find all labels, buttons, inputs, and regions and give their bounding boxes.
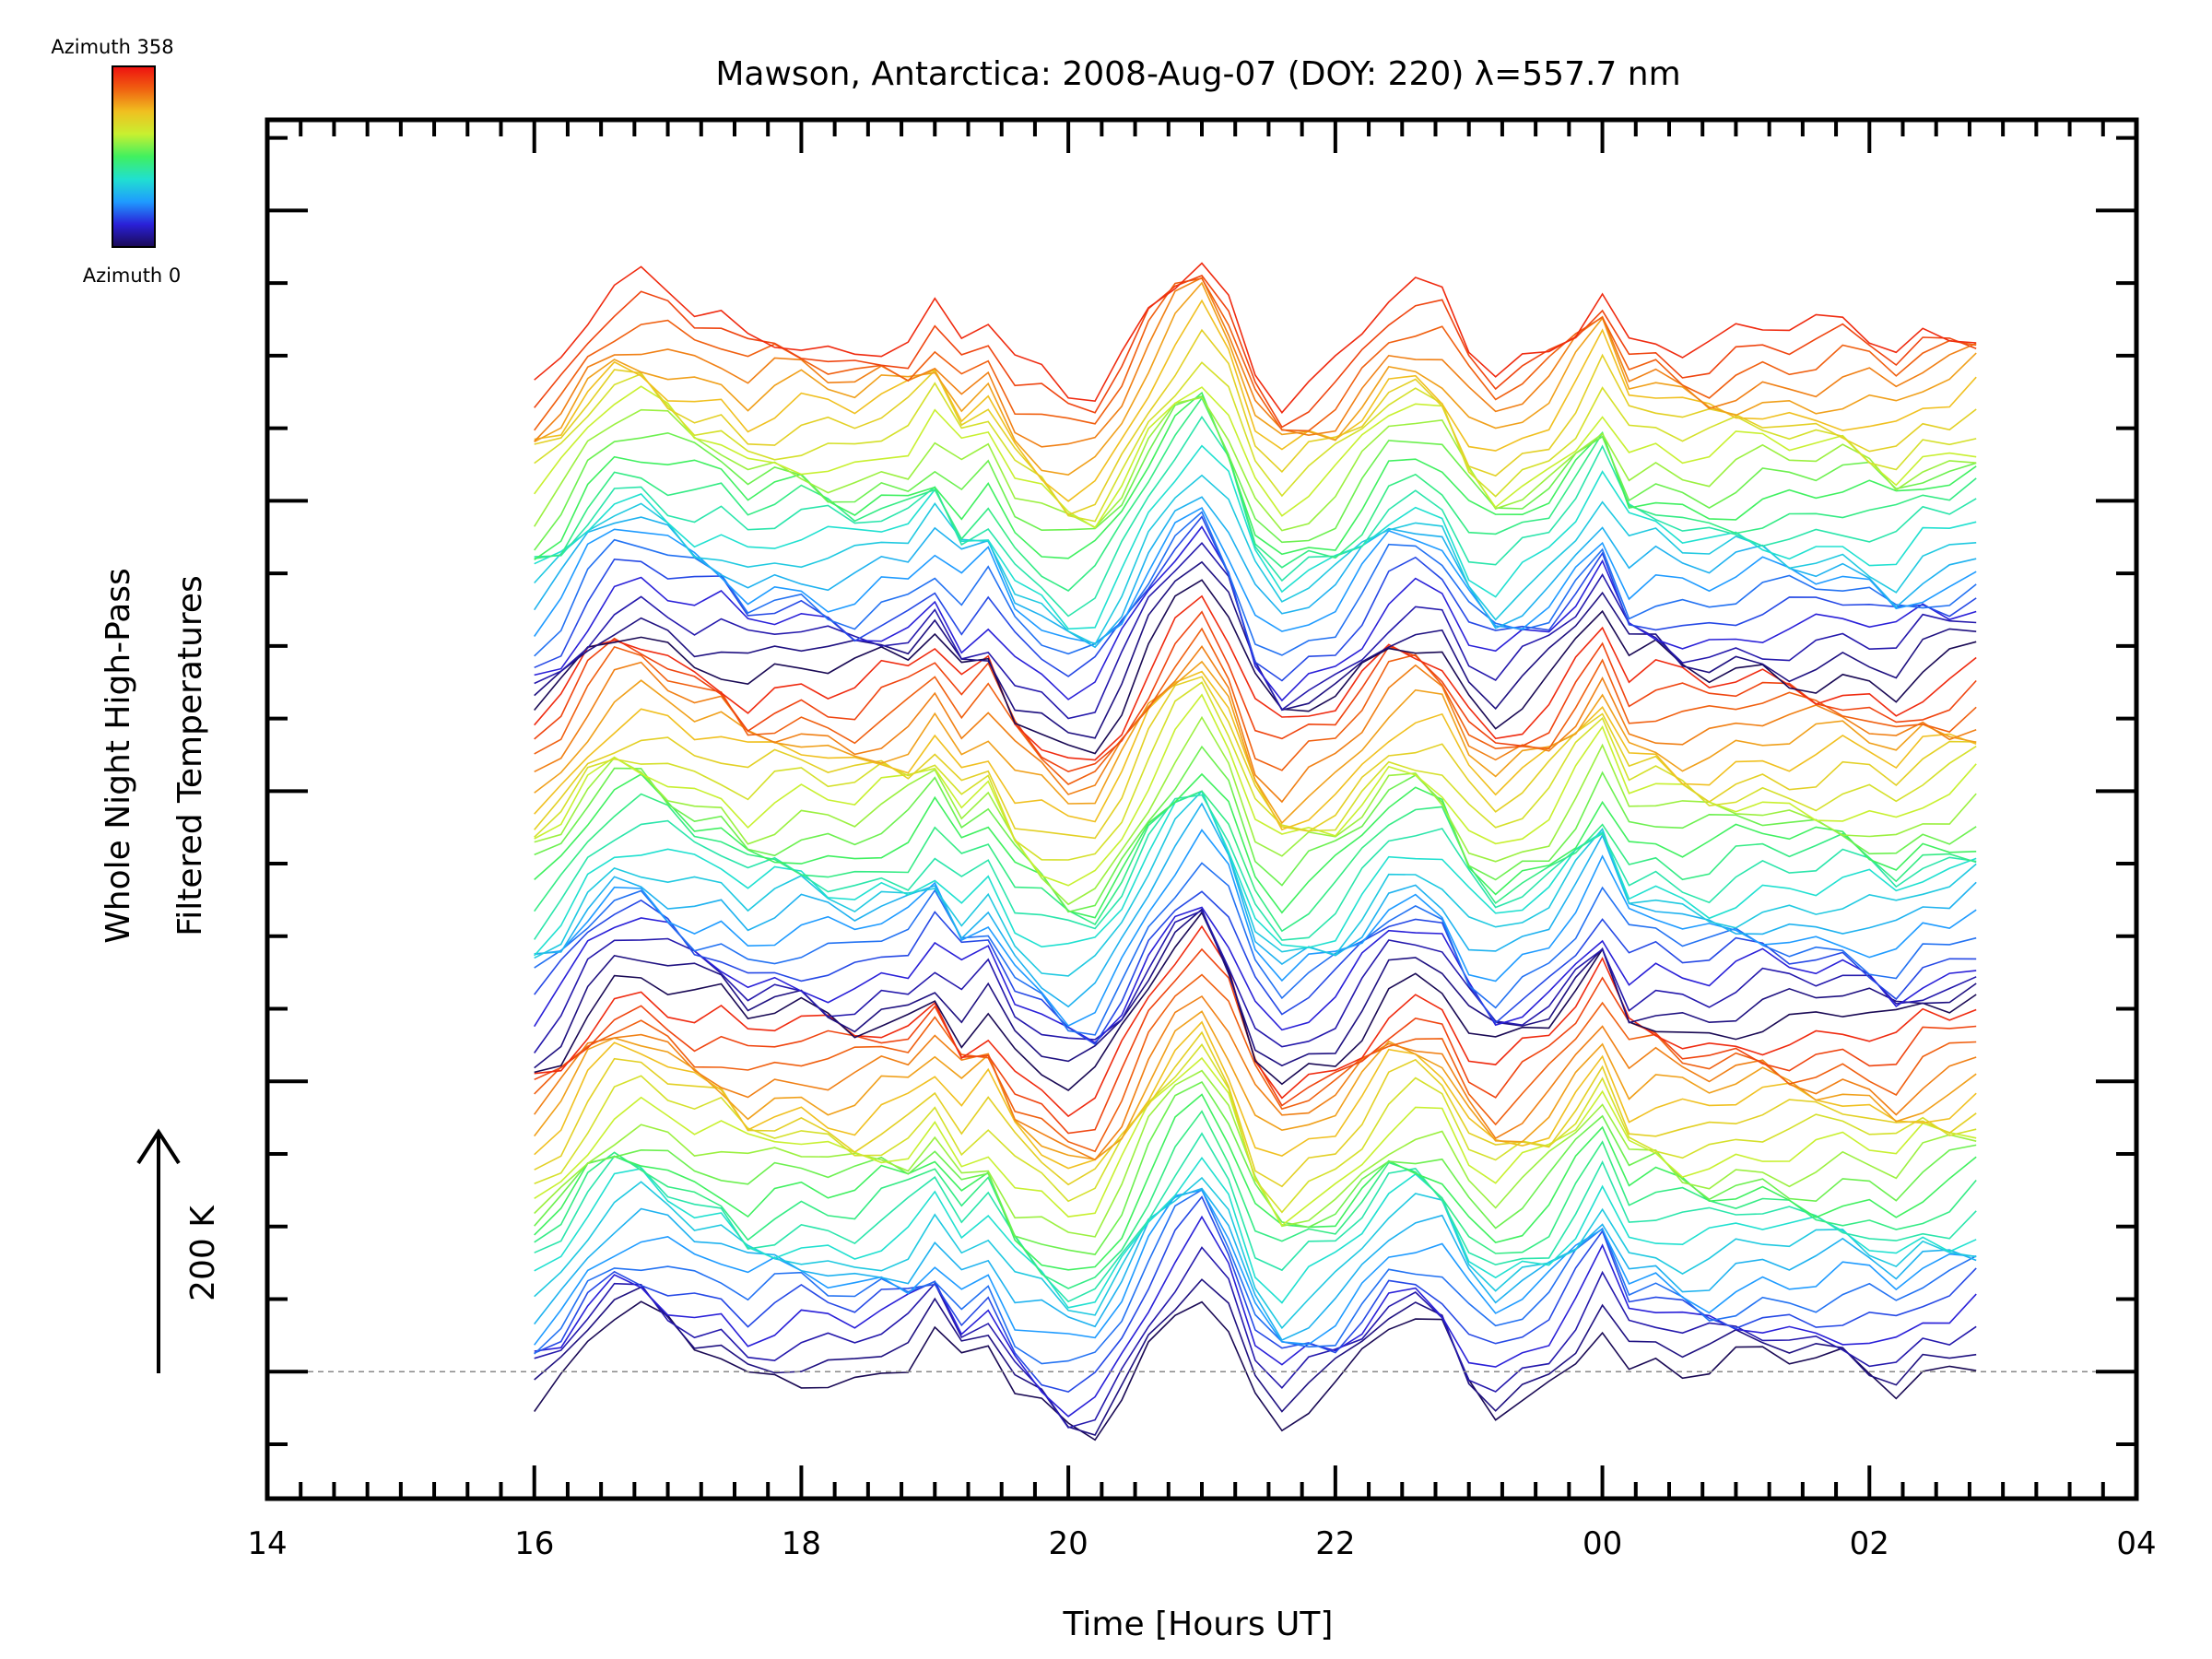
series-line [534,790,1977,977]
x-tick-label: 16 [514,1525,554,1562]
series-line [534,385,1977,529]
x-tick-label: 22 [1315,1525,1355,1562]
series-line [534,415,1977,618]
y-axis-label-line-1: Whole Night High-Pass [100,568,137,944]
scale-bar-label: 200 K [184,1205,222,1301]
x-tick-label: 18 [782,1525,821,1562]
x-tick-label: 02 [1850,1525,1889,1562]
series-line [534,627,1977,785]
series-line [534,496,1977,649]
series-line [534,299,1977,502]
x-tick-labels: 14 16 18 20 22 00 02 04 [247,1525,2156,1562]
series-line [534,973,1977,1153]
series-line [534,890,1977,1046]
series-line [534,594,1977,761]
plot-frame [265,117,2139,1501]
series-line [534,1093,1977,1271]
series-line [534,361,1977,523]
series-line [534,829,1977,1028]
series-line [534,994,1977,1161]
series-line [534,394,1977,551]
series-line [534,790,1977,933]
series-line [534,276,1977,448]
series-line [534,745,1977,913]
series-layer [534,262,1977,1441]
series-line [534,511,1977,657]
series-line [534,693,1977,887]
colorbar-top-label: Azimuth 358 [51,36,173,58]
series-line [534,715,1977,906]
series-line [534,579,1977,755]
series-line [534,1246,1977,1429]
series-line [534,610,1977,773]
x-tick-label: 00 [1583,1525,1622,1562]
series-line [534,1132,1977,1303]
series-line [534,924,1977,1118]
series-line [534,681,1977,861]
colorbar-bottom-label: Azimuth 0 [83,265,182,287]
series-line [534,1195,1977,1393]
series-line [534,794,1977,941]
y-axis-label-line-2: Filtered Temperatures [171,575,209,936]
series-line [534,474,1977,646]
series-line [534,328,1977,516]
series-line [534,391,1977,560]
series-line [534,541,1977,720]
series-line [534,1188,1977,1365]
series-line [534,1215,1977,1418]
series-line [534,281,1977,477]
series-line [534,910,1977,1053]
x-tick-label: 14 [247,1525,287,1562]
colorbar: Azimuth 358 Azimuth 0 [51,36,181,287]
series-line [534,1187,1977,1342]
series-line [534,645,1977,804]
x-tick-label: 04 [2116,1525,2156,1562]
series-line [534,670,1977,831]
series-line [534,444,1977,630]
series-line [534,396,1977,532]
series-line [534,275,1977,429]
scale-bar: 200 K [136,1128,222,1373]
series-line [534,525,1977,702]
series-line [534,1110,1977,1289]
scale-bar-arrow-head [136,1128,181,1165]
series-line [534,262,1977,414]
series-line [534,507,1977,644]
series-line [534,515,1977,682]
x-tick-label: 20 [1049,1525,1088,1562]
series-line [534,906,1977,1044]
series-line [534,1080,1977,1255]
chart-title: Mawson, Antarctica: 2008-Aug-07 (DOY: 22… [715,55,1680,93]
series-line [534,1156,1977,1309]
series-line [534,790,1977,957]
series-line [534,908,1977,1069]
colorbar-gradient [112,65,156,248]
series-line [534,1043,1977,1214]
series-line [534,1030,1977,1188]
series-line [534,772,1977,919]
series-line [534,802,1977,1008]
axis-ticks [265,120,2138,1499]
series-line [534,1189,1977,1346]
x-axis-title: Time [Hours UT] [1063,1606,1334,1643]
series-line [534,1010,1977,1160]
series-line [534,911,1977,1091]
series-line [534,396,1977,592]
series-line [534,1020,1977,1170]
series-line [534,1300,1977,1441]
series-line [534,676,1977,840]
